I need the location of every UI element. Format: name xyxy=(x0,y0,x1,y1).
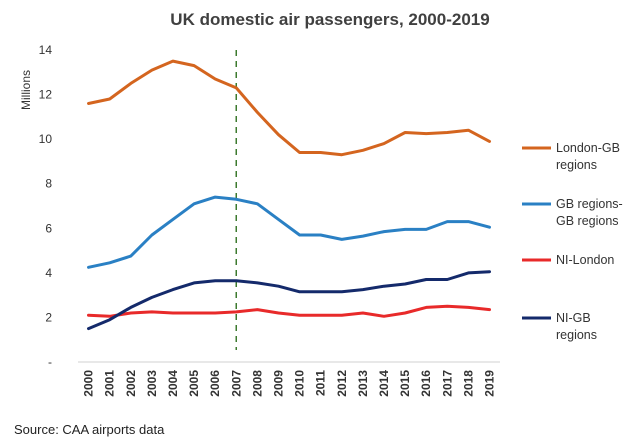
legend-label: regions xyxy=(556,158,597,172)
x-axis-ticks: 2000 2001 2002 2003 2004 2005 2006 2007 2008 2009… xyxy=(82,370,497,397)
x-tick-label: 2008 xyxy=(250,370,264,397)
legend-label: GB regions xyxy=(556,214,619,228)
x-tick-label: 2004 xyxy=(166,370,180,397)
y-tick-label: 14 xyxy=(39,43,53,57)
series-line-ni-london xyxy=(87,304,491,318)
x-tick-label: 2016 xyxy=(419,370,433,397)
x-tick-label: 2010 xyxy=(293,370,307,397)
y-tick-label: 4 xyxy=(45,266,52,280)
x-tick-label: 2005 xyxy=(187,370,201,397)
y-tick-label: 8 xyxy=(45,177,52,191)
series-line-london-gb-regions xyxy=(87,59,491,157)
y-tick-label: 2 xyxy=(45,310,52,324)
line-chart: UK domestic air passengers, 2000-2019 Mi… xyxy=(19,10,623,397)
y-axis-ticks: - 2 4 6 8 10 12 14 xyxy=(39,43,53,369)
legend-label: NI-London xyxy=(556,253,614,267)
legend-label: NI-GB xyxy=(556,311,591,325)
x-tick-label: 2013 xyxy=(356,370,370,397)
x-tick-label: 2012 xyxy=(335,370,349,397)
x-tick-label: 2018 xyxy=(461,370,475,397)
y-axis-label: Millions xyxy=(19,70,33,110)
x-tick-label: 2000 xyxy=(82,370,96,397)
x-tick-label: 2006 xyxy=(208,370,222,397)
series-line-gb-regions-gb-regions xyxy=(87,195,491,269)
legend: London-GB regions GB regions- GB regions NI-… xyxy=(522,141,623,342)
y-tick-label: 12 xyxy=(39,88,53,102)
x-tick-label: 2003 xyxy=(145,370,159,397)
x-tick-label: 2009 xyxy=(271,370,285,397)
legend-label: London-GB xyxy=(556,141,620,155)
legend-label: GB regions- xyxy=(556,197,623,211)
x-tick-label: 2011 xyxy=(314,370,328,396)
x-tick-label: 2017 xyxy=(440,370,454,397)
chart-title: UK domestic air passengers, 2000-2019 xyxy=(170,10,489,29)
x-tick-label: 2007 xyxy=(229,370,243,397)
y-tick-label: 6 xyxy=(45,221,52,235)
legend-label: regions xyxy=(556,328,597,342)
x-tick-label: 2015 xyxy=(398,370,412,397)
x-tick-label: 2001 xyxy=(103,370,117,397)
series-group xyxy=(87,59,491,331)
x-tick-label: 2019 xyxy=(482,370,496,397)
series-line-ni-gb-regions xyxy=(87,270,491,331)
source-note: Source: CAA airports data xyxy=(14,422,165,437)
x-tick-label: 2014 xyxy=(377,370,391,397)
y-tick-label: 10 xyxy=(39,132,53,146)
y-tick-label: - xyxy=(48,355,52,369)
x-tick-label: 2002 xyxy=(124,370,138,397)
